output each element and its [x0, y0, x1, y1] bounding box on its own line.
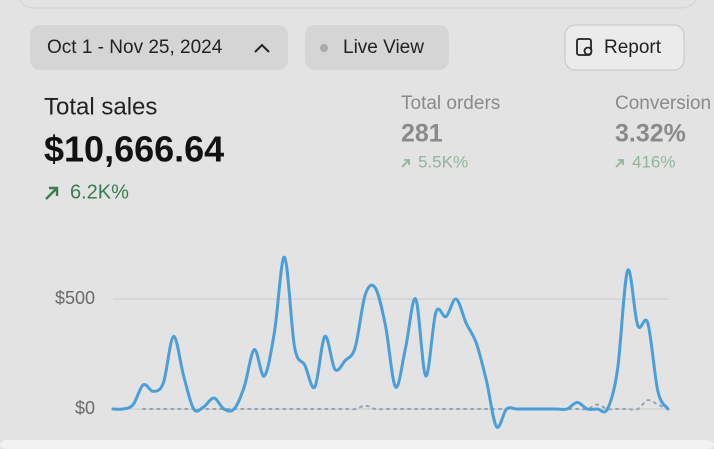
metric-label: Total orders: [401, 93, 500, 114]
date-button[interactable]: Oct 1 - Nov 25, 2024: [30, 25, 288, 70]
sales-line: [111, 255, 670, 429]
card-edge: [19, 0, 697, 9]
report-icon: [576, 38, 592, 56]
metric-change: 5.5K%: [418, 152, 468, 171]
up-arrow: [615, 159, 624, 168]
up-arrow: [401, 159, 410, 168]
live-view[interactable]: Live View: [343, 37, 424, 58]
metric-value: $10,666.64: [44, 129, 224, 170]
report-button[interactable]: Report: [564, 24, 685, 71]
status-dot: [320, 44, 328, 52]
up-arrow: [45, 186, 59, 200]
metric-change: 6.2K%: [70, 181, 129, 203]
metric-change: 416%: [632, 152, 675, 171]
y-tick-label: $500: [55, 288, 95, 308]
sales-chart: $0 $500: [55, 255, 670, 429]
live-view-button[interactable]: Live View: [305, 25, 449, 70]
metric-label: Conversion: [615, 93, 711, 114]
date-range[interactable]: Oct 1 - Nov 25, 2024: [47, 37, 223, 58]
button-bg: [30, 25, 288, 70]
y-tick-label: $0: [75, 398, 95, 418]
metric-value: 281: [401, 120, 443, 148]
metric-value: 3.32%: [615, 120, 686, 148]
report-icon: [583, 46, 593, 56]
button-bg: [305, 25, 449, 70]
button-bg: [564, 24, 685, 71]
report[interactable]: Report: [604, 37, 662, 58]
chevron: [254, 43, 270, 53]
metric-label: Total sales: [44, 93, 157, 120]
next-card: [0, 440, 714, 449]
